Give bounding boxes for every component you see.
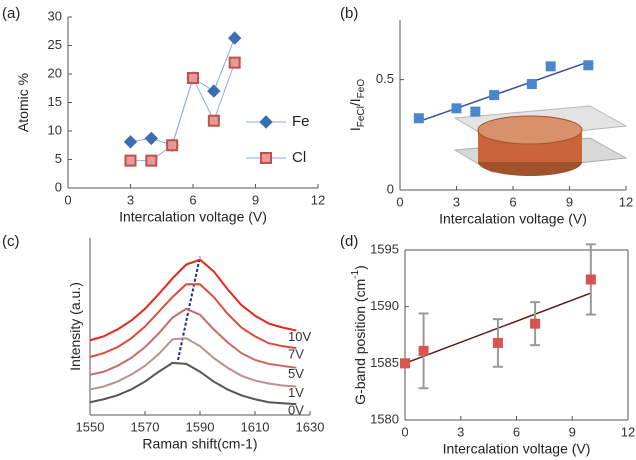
marker (583, 60, 594, 71)
y-tick-label: 0 (55, 179, 62, 194)
panel-label: (c) (2, 233, 20, 250)
x-axis-title: Intercalation voltage (V) (443, 441, 591, 457)
series-line (89, 361, 297, 406)
x-tick-label: 3 (453, 194, 460, 209)
y-tick-label: 1585 (370, 355, 399, 370)
x-axis-title: Raman shift(cm-1) (142, 436, 257, 452)
x-tick-label: 9 (252, 192, 259, 207)
y-axis-title-part: FeCl (356, 106, 367, 127)
series-line (89, 258, 297, 342)
marker (413, 113, 424, 124)
x-tick-label: 0 (401, 424, 408, 439)
x-tick-label: 6 (509, 194, 516, 209)
legend-marker (259, 115, 273, 129)
y-tick-label: 20 (48, 65, 62, 80)
x-axis-title: Intercalation voltage (V) (439, 211, 587, 227)
x-tick-label: 3 (127, 192, 134, 207)
y-axis-title-part: -1 (350, 269, 361, 278)
marker (166, 139, 179, 152)
series-label: 5V (288, 366, 304, 381)
y-axis-title-part: /I (347, 98, 363, 106)
y-axis-title-part: Atomic % (15, 73, 31, 132)
marker (530, 318, 541, 329)
y-axis-title-part: I (347, 127, 363, 131)
panel-label: (d) (340, 233, 358, 250)
panel-label: (b) (340, 5, 358, 22)
series-line (89, 283, 297, 358)
marker (545, 61, 556, 72)
x-tick-label: 1630 (296, 419, 325, 434)
panel-label: (a) (2, 5, 20, 22)
marker (207, 84, 221, 98)
marker (418, 345, 429, 356)
y-tick-label: 25 (48, 37, 62, 52)
series-label: 1V (288, 385, 304, 400)
marker (228, 56, 241, 69)
y-axis-title-part: Intensity (a.u.) (67, 282, 83, 371)
series-label: 0V (288, 403, 304, 418)
x-tick-label: 9 (569, 424, 576, 439)
series-line (89, 337, 297, 391)
y-axis-title-part: G-band position (cm (352, 279, 368, 405)
x-tick-label: 0 (396, 194, 403, 209)
marker (400, 358, 410, 369)
marker (451, 103, 462, 114)
x-tick-label: 1610 (241, 419, 270, 434)
x-tick-label: 12 (621, 424, 635, 439)
y-tick-label: 5 (55, 151, 62, 166)
y-axis-title: G-band position (cm-1) (350, 265, 368, 405)
y-axis-title-part: ) (352, 265, 368, 270)
marker (489, 90, 500, 101)
fit-line (418, 61, 589, 123)
marker (207, 114, 220, 127)
marker (492, 337, 503, 348)
y-tick-label: 0.5 (376, 71, 394, 86)
series-label: 7V (288, 347, 304, 362)
marker (145, 154, 158, 167)
x-tick-label: 1590 (186, 419, 215, 434)
y-tick-label: 30 (48, 8, 62, 23)
y-tick-label: 10 (48, 122, 62, 137)
x-tick-label: 6 (189, 192, 196, 207)
series-label: 10V (288, 329, 311, 344)
y-axis-title: Intensity (a.u.) (67, 282, 83, 371)
legend-marker (260, 152, 272, 164)
x-tick-label: 12 (311, 192, 325, 207)
x-tick-label: 6 (513, 424, 520, 439)
y-axis-title: IFeCl/IFeO (347, 79, 367, 131)
marker (144, 131, 159, 146)
x-tick-label: 1570 (131, 419, 160, 434)
y-tick-label: 1595 (370, 241, 399, 256)
marker (123, 135, 138, 149)
x-axis-title: Intercalation voltage (V) (119, 209, 267, 225)
marker (124, 154, 137, 167)
x-tick-label: 3 (457, 424, 464, 439)
inset-graphic (453, 105, 628, 176)
y-tick-label: 15 (48, 94, 62, 109)
y-axis-title: Atomic % (15, 73, 31, 132)
marker (187, 71, 199, 84)
y-axis-title-part: FeO (356, 79, 367, 99)
x-tick-label: 0 (64, 192, 71, 207)
peak-shift-line (177, 256, 201, 361)
x-tick-label: 1550 (76, 419, 105, 434)
y-tick-label: 1590 (370, 298, 399, 313)
marker (526, 79, 537, 90)
legend-label: Fe (292, 113, 310, 130)
y-tick-label: 0 (387, 181, 394, 196)
y-tick-label: 1580 (370, 411, 399, 426)
marker (585, 274, 596, 285)
series-line (89, 307, 297, 376)
x-tick-label: 9 (566, 194, 573, 209)
marker (227, 31, 242, 45)
legend-label: Cl (292, 149, 306, 166)
marker (470, 106, 481, 117)
x-tick-label: 12 (619, 194, 633, 209)
